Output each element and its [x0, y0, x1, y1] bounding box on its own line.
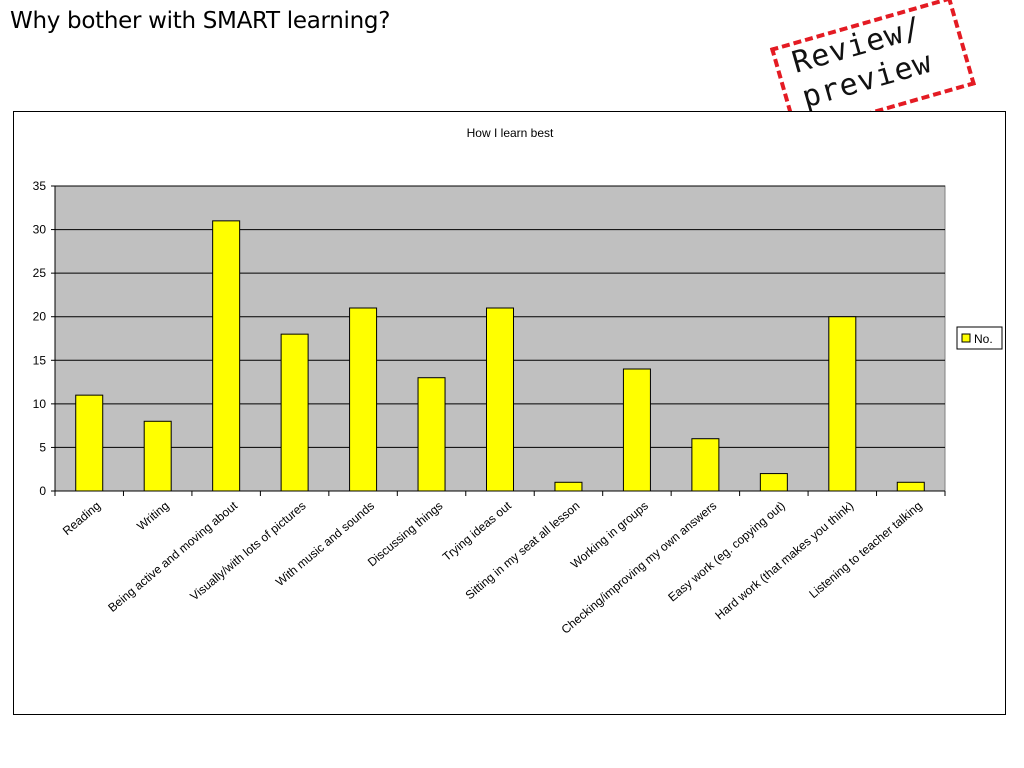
bar-1	[75, 394, 104, 492]
x-tick-label: Sitting in my seat all lesson	[463, 499, 583, 603]
x-tick-label: Hard work (that makes you think)	[712, 499, 856, 623]
bar-6	[417, 377, 446, 492]
bar-11	[759, 473, 788, 492]
y-tick-label: 20	[33, 310, 47, 324]
x-tick-label: Visually/with lots of pictures	[187, 499, 308, 604]
y-tick-label: 0	[39, 484, 46, 498]
bar-7	[486, 307, 514, 492]
y-tick-label: 25	[33, 266, 47, 280]
bar-13	[896, 481, 925, 492]
bar-chart: How I learn best 0 5 10 15 20 25 30 35 Reading Wri…	[33, 126, 1003, 637]
y-tick-label: 30	[33, 223, 47, 237]
x-tick-label: Being active and moving about	[105, 498, 240, 615]
bar-12	[828, 316, 857, 492]
x-tick-label: Trying ideas out	[440, 498, 515, 564]
y-tick-label: 15	[33, 353, 47, 367]
y-tick-label: 5	[39, 440, 46, 454]
x-tick-label: Writing	[134, 499, 171, 534]
bar-5	[349, 307, 378, 492]
x-tick-label: Easy work (eg. copying out)	[665, 499, 787, 605]
bar-3	[212, 220, 241, 492]
x-tick-label: Reading	[60, 499, 103, 538]
chart-title: How I learn best	[467, 126, 554, 140]
legend-box	[956, 326, 1003, 350]
bar-4	[280, 333, 309, 492]
bar-2	[143, 420, 172, 492]
x-tick-label: Listening to teacher talking	[806, 499, 924, 601]
x-tick-label: Discussing things	[365, 499, 446, 570]
y-tick-label: 10	[33, 397, 47, 411]
bar-9	[622, 368, 651, 492]
legend-label: No.	[974, 332, 993, 346]
legend-swatch	[961, 333, 971, 343]
chart-frame: How I learn best 0 5 10 15 20 25 30 35 Reading Wri…	[13, 111, 1006, 715]
slide-title: Why bother with SMART learning?	[10, 8, 391, 34]
bar-10	[691, 438, 720, 492]
bar-8	[554, 481, 583, 492]
y-tick-label: 35	[33, 179, 47, 193]
